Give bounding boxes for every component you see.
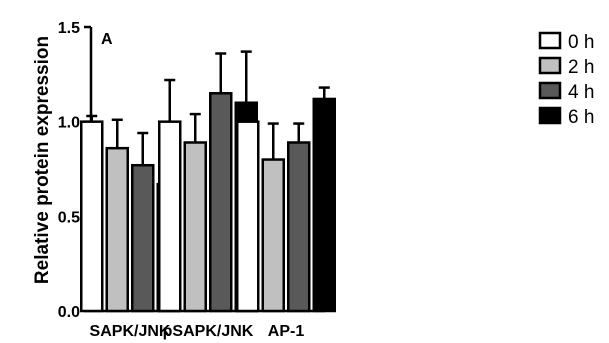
legend-swatch [538,106,562,125]
y-tick-label: 0.5 [58,209,80,226]
legend-label: 6 h [568,107,594,128]
panel-label: A [101,31,113,48]
bar [105,146,129,313]
bar [183,141,207,313]
x-category-label: AP-1 [268,323,305,340]
y-tick-label: 1.5 [58,20,80,37]
bar [261,158,285,313]
bar [287,141,311,313]
legend-swatch [538,31,562,50]
bar [131,163,155,313]
legend-label: 4 h [568,82,594,103]
legend-swatch [538,81,562,100]
legend-label: 0 h [568,32,594,53]
legend-label: 2 h [568,57,594,78]
x-category-label: pSAPK/JNK [163,323,254,340]
bar [158,120,182,313]
legend-swatch [538,56,562,75]
bar [209,92,233,313]
legend: 0 h 2 h 4 h 6 h [538,31,594,128]
bar [236,120,260,313]
y-tick-label: 0.0 [58,304,80,321]
bar [312,97,336,313]
y-tick-label: 1.0 [58,115,80,132]
x-category-label: SAPK/JNK [90,323,171,340]
bar [80,120,104,313]
y-axis-title: Relative protein expression [32,36,53,284]
